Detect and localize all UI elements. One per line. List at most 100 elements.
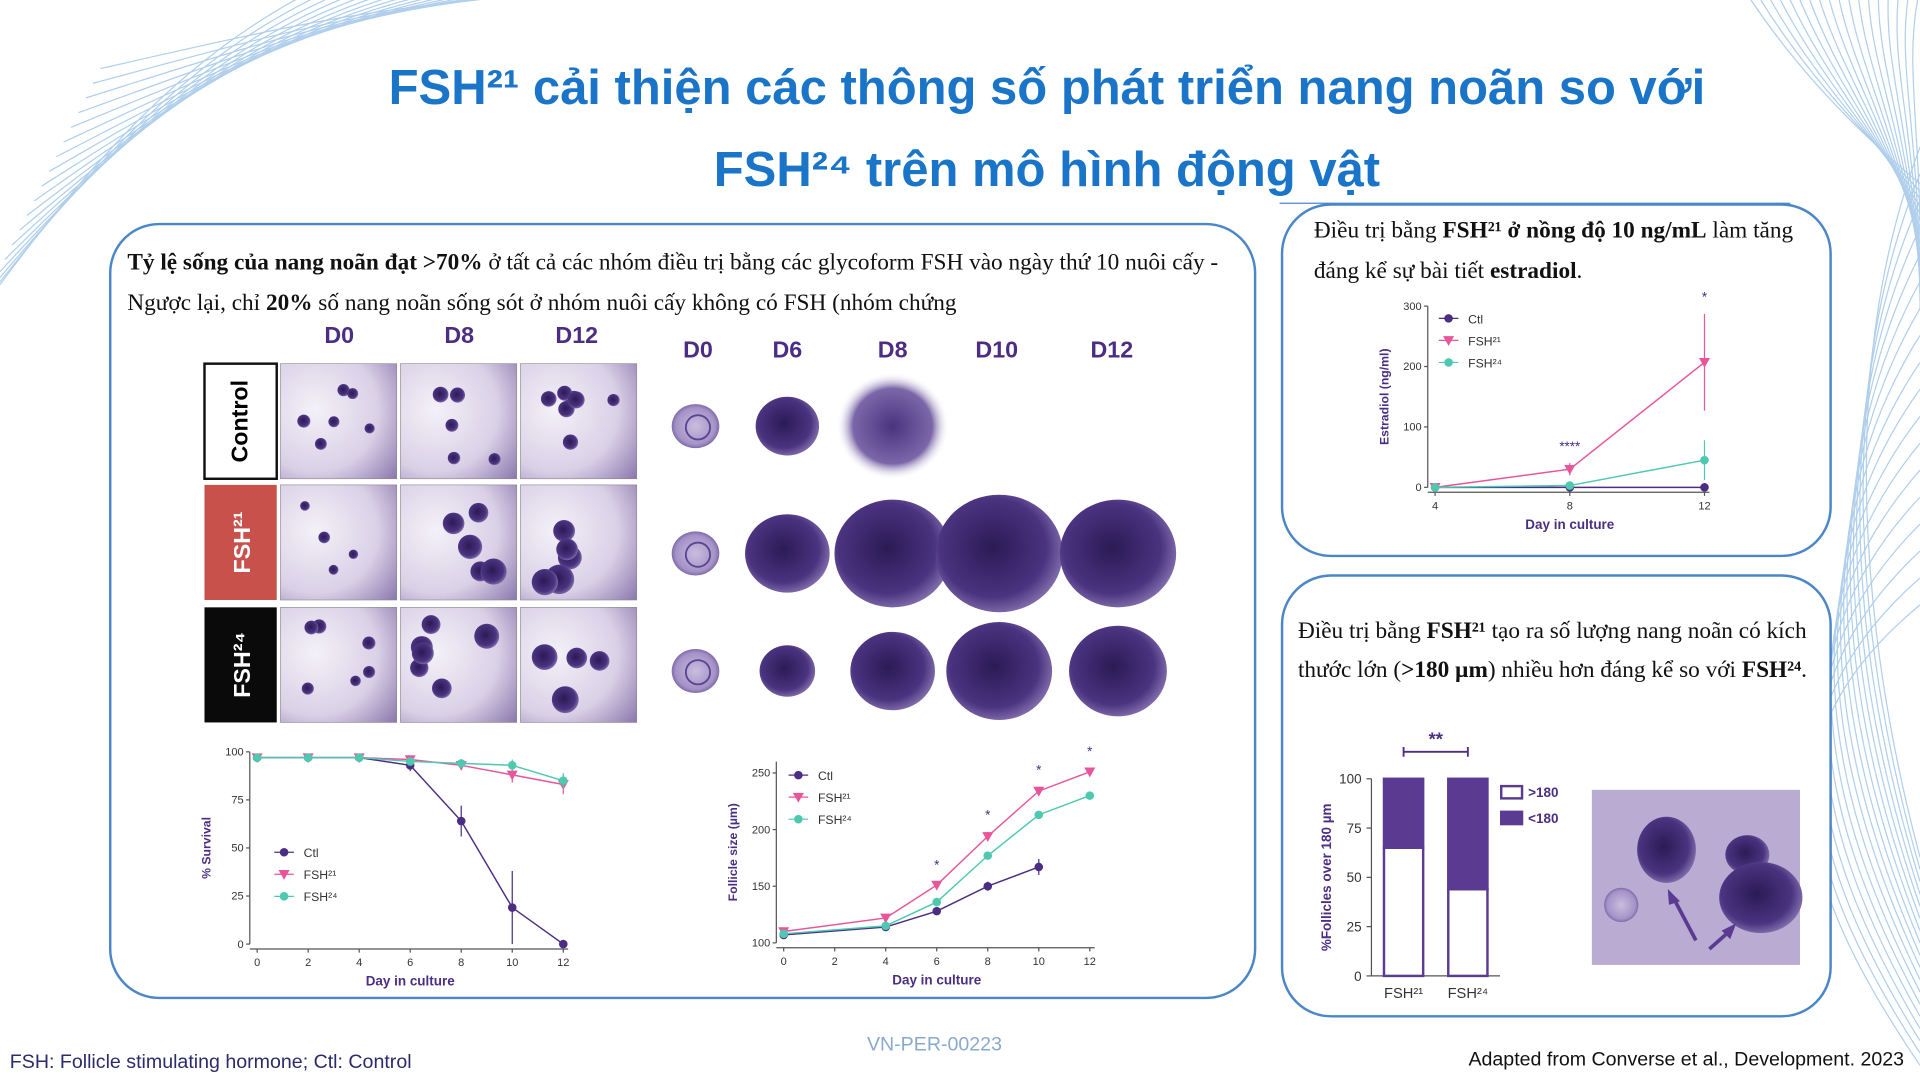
marker [1700, 483, 1709, 492]
legend-marker [794, 814, 803, 824]
y-tick-label: 100 [225, 747, 243, 759]
legend-label: Ctl [818, 769, 833, 783]
bg-line [0, 0, 312, 283]
bg-line [70, 0, 465, 128]
footnote: FSH: Follicle stimulating hormone; Ctl: … [9, 1051, 412, 1073]
y-tick-label: 300 [1403, 301, 1421, 313]
legend-label: >180 [1528, 785, 1558, 800]
follicle [363, 665, 376, 678]
x-axis-label: Day in culture [366, 974, 455, 989]
x-tick-label: 2 [305, 957, 311, 969]
legend-marker [794, 770, 803, 780]
follicle [447, 451, 461, 465]
marker [982, 832, 994, 842]
x-tick-label: 4 [883, 956, 889, 968]
micrograph-grid [280, 363, 638, 723]
y-tick-label: 200 [1403, 361, 1421, 373]
follicle [318, 531, 330, 544]
bar-chart: 0 25 50 75 100 %Follicles over 180 µm FSH²¹ FSH… [1319, 729, 1558, 1002]
column-label: D6 [772, 337, 802, 363]
y-tick-label: 25 [1347, 920, 1362, 935]
marker [931, 880, 943, 891]
text: ở tất cả các nhóm điều trị bằng các glyc… [127, 249, 1219, 316]
bg-line [56, 0, 446, 158]
x-axis-label: Day in culture [892, 972, 981, 987]
follicle [1069, 625, 1167, 717]
follicle [480, 558, 507, 585]
x-tick-label: FSH²⁴ [1448, 986, 1489, 1002]
marker [252, 753, 262, 762]
bar-segment [1447, 777, 1489, 891]
marker [983, 881, 993, 891]
marker [456, 759, 466, 768]
x-tick-label: 8 [985, 956, 991, 968]
x-tick-label: 6 [407, 957, 413, 969]
tile [520, 363, 638, 480]
text: tạo ra số lượng nang noãn có kích thước … [1297, 618, 1807, 684]
marker [456, 816, 466, 826]
marker [506, 770, 518, 781]
follicle [348, 549, 359, 560]
marker [405, 757, 415, 766]
follicle [935, 494, 1063, 613]
column-label: D0 [324, 322, 354, 348]
text: làm tăng đáng kể sự bài tiết [1313, 217, 1794, 285]
marker [1700, 455, 1709, 465]
legend-label: FSH²⁴ [304, 890, 338, 904]
follicle [562, 434, 579, 450]
follicle [347, 388, 359, 400]
bg-line [1839, 362, 1920, 956]
y-tick-label: 100 [1339, 772, 1361, 787]
legend-marker [1443, 336, 1455, 346]
row-label: FSH²¹ [229, 511, 255, 573]
marker [983, 851, 993, 860]
bg-line [1849, 281, 1920, 919]
follicle [450, 387, 466, 403]
follicle [468, 502, 489, 523]
y-tick-label: 50 [231, 843, 243, 855]
follicle [551, 686, 579, 714]
text-bold: FSH²⁴ [1741, 657, 1802, 684]
marker [1034, 810, 1044, 820]
bg-line [48, 0, 434, 172]
micrograph [1591, 789, 1803, 965]
follicle [442, 512, 465, 535]
text: . [1576, 258, 1583, 285]
text-bold: FSH²¹ ở nồng độ 10 ng/mL [1442, 217, 1707, 244]
legend-marker [792, 792, 804, 803]
legend-label: Ctl [1468, 312, 1483, 326]
follicle [589, 651, 610, 671]
y-axis-label: %Follicles over 180 µm [1319, 804, 1334, 952]
bg-line [1896, 0, 1920, 294]
follicle [300, 501, 310, 511]
y-tick-label: 100 [1403, 422, 1421, 434]
bg-line [63, 0, 456, 143]
follicle [850, 631, 935, 711]
follicle [556, 538, 578, 561]
row-label: FSH²⁴ [229, 632, 255, 698]
marker [1085, 791, 1095, 800]
follicle [745, 514, 830, 593]
right-bottom-text: Điều trị bằng FSH²¹ tạo ra số lượng nang… [1298, 612, 1825, 690]
x-tick-label: 4 [356, 957, 362, 969]
marker [1084, 767, 1096, 778]
follicle [755, 396, 820, 456]
bg-line [1838, 0, 1920, 250]
marker [1430, 483, 1440, 492]
significance-bracket [1402, 746, 1469, 757]
significance: * [1036, 762, 1042, 777]
bar-segment [1382, 846, 1425, 978]
x-tick-label: FSH²¹ [1384, 986, 1423, 1002]
follicle [1059, 499, 1177, 608]
oocyte [684, 659, 711, 686]
significance: * [1702, 290, 1708, 305]
follicle [836, 372, 950, 480]
bg-line [85, 0, 479, 99]
legend-marker [279, 892, 289, 901]
y-tick-label: 0 [1415, 482, 1421, 494]
row-label-box [204, 607, 277, 723]
follicle [671, 531, 720, 576]
follicle [301, 682, 314, 695]
column-label: D8 [444, 322, 474, 348]
